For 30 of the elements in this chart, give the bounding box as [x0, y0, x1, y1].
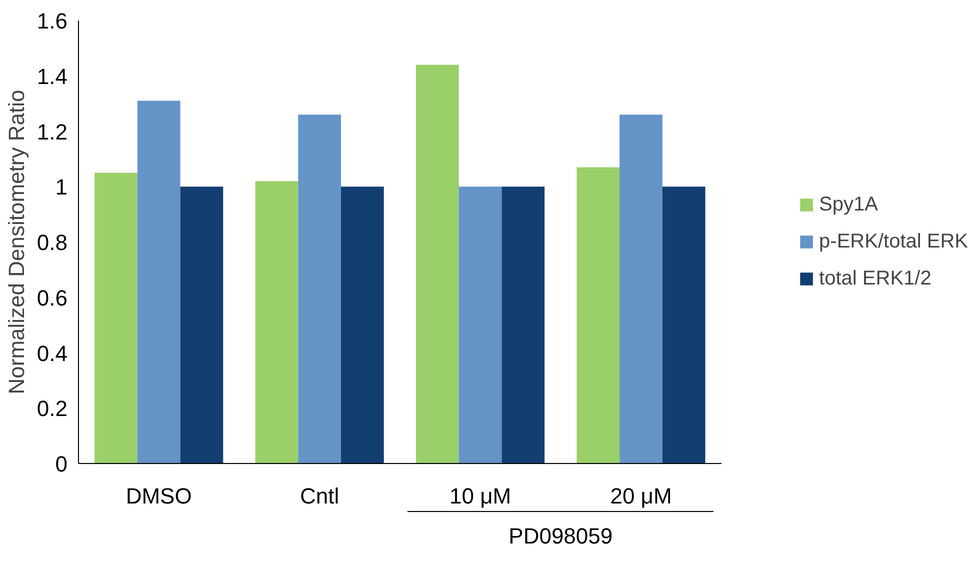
bar: [341, 186, 384, 464]
y-axis-title: Normalized Densitometry Ratio: [4, 90, 29, 394]
bar: [416, 64, 459, 464]
x-tick-label: 10 μM: [449, 484, 512, 508]
bar: [94, 172, 138, 464]
x-tick-label: 20 μM: [610, 484, 672, 508]
bar: [620, 114, 662, 464]
y-tick-label: 0.8: [36, 230, 68, 255]
y-tick-label: 0.4: [36, 340, 68, 366]
legend-label: p-ERK/total ERK: [819, 230, 968, 253]
bar: [255, 181, 298, 464]
bar: [180, 186, 224, 464]
y-tick-label: 1.4: [36, 64, 68, 89]
text: PD098059: [508, 524, 613, 548]
y-tick-label: 1.6: [36, 8, 68, 34]
legend-label: total ERK1/2: [819, 267, 932, 290]
y-tick-label: 1.2: [36, 119, 68, 144]
bar: [298, 114, 341, 464]
y-tick-label: 0.2: [36, 396, 68, 422]
x-tick-label: Cntl: [300, 484, 340, 508]
bar: [662, 186, 706, 464]
y-tick-label: 0.6: [36, 285, 68, 310]
bar: [502, 186, 545, 464]
y-tick-label: 0: [55, 452, 68, 476]
legend-label: Spy1A: [819, 193, 878, 216]
bar: [458, 186, 502, 464]
bar: [137, 100, 180, 464]
bar: [576, 167, 620, 464]
x-tick-label: DMSO: [126, 484, 192, 508]
y-tick-label: 1: [55, 174, 68, 200]
